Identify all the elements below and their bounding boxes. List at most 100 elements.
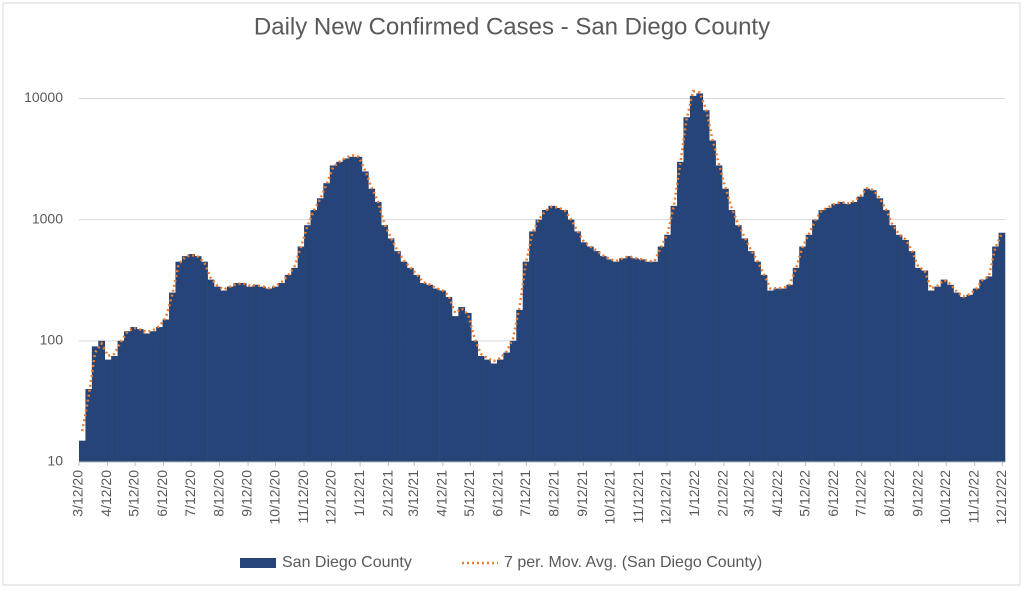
bar	[863, 188, 871, 462]
bar	[644, 261, 652, 462]
bar	[451, 316, 459, 462]
bar	[760, 274, 768, 462]
bar	[207, 279, 215, 462]
bar	[387, 238, 395, 462]
x-tick-label: 9/12/22	[909, 470, 925, 517]
bar	[670, 205, 678, 462]
bar	[934, 286, 941, 462]
bar	[503, 352, 511, 462]
x-tick-label: 8/12/22	[881, 470, 897, 517]
bar	[445, 296, 453, 462]
bar	[259, 286, 266, 462]
bar	[181, 256, 189, 462]
x-tick-label: 11/12/20	[295, 470, 311, 524]
x-tick-label: 6/12/20	[154, 470, 170, 517]
bar	[542, 210, 549, 462]
bar	[85, 389, 93, 462]
x-tick-label: 1/12/22	[686, 470, 702, 517]
bar	[959, 296, 967, 462]
bar	[136, 329, 144, 462]
bar	[876, 198, 884, 462]
x-tick-label: 12/12/20	[322, 470, 338, 525]
bar	[91, 346, 99, 462]
y-tick-label: 10	[47, 453, 63, 469]
x-tick-label: 10/12/22	[937, 470, 953, 525]
bar	[201, 261, 208, 462]
x-tick-label: 5/12/20	[126, 470, 142, 517]
x-tick-label: 6/12/21	[490, 470, 506, 517]
bar	[580, 242, 588, 462]
x-tick-label: 4/12/20	[98, 470, 114, 517]
bar	[554, 207, 562, 462]
bar	[394, 251, 401, 462]
x-tick-label: 8/12/20	[210, 470, 226, 517]
bar	[869, 190, 877, 463]
legend-label: San Diego County	[282, 554, 412, 571]
bar	[143, 333, 151, 462]
bar	[715, 165, 723, 462]
bar	[799, 246, 806, 462]
bar	[239, 283, 247, 462]
bar	[574, 231, 581, 462]
bar	[567, 219, 575, 462]
bar	[413, 274, 421, 462]
bar	[940, 279, 948, 462]
x-tick-label: 9/12/21	[574, 470, 590, 517]
bar	[400, 261, 408, 462]
bar	[773, 288, 781, 462]
bar	[175, 261, 183, 462]
x-tick-label: 12/12/21	[658, 470, 674, 525]
bar	[561, 210, 569, 462]
bar	[992, 246, 999, 462]
bar	[921, 270, 929, 462]
bar	[677, 161, 684, 463]
bar	[722, 188, 729, 462]
bar	[998, 232, 1006, 462]
bar	[664, 234, 671, 462]
bar	[548, 205, 556, 462]
bar	[683, 117, 691, 462]
bar	[599, 256, 607, 462]
bar	[908, 251, 916, 462]
bar	[767, 290, 774, 462]
bar	[619, 258, 626, 462]
bar	[426, 284, 433, 462]
x-tick-label: 6/12/22	[825, 470, 841, 517]
x-tick-label: 5/12/22	[796, 470, 812, 517]
x-tick-label: 12/12/22	[993, 470, 1009, 525]
bar	[104, 359, 112, 462]
bar	[439, 290, 446, 462]
bar	[336, 161, 343, 463]
bar	[297, 246, 305, 462]
bar	[696, 93, 704, 463]
bar	[130, 327, 138, 462]
x-tick-label: 10/12/20	[266, 470, 282, 525]
bar	[979, 279, 987, 462]
bar	[149, 331, 157, 462]
bar	[651, 261, 659, 462]
y-tick-label: 100	[40, 332, 64, 348]
bar	[747, 251, 755, 462]
bar	[734, 225, 742, 462]
legend-label: 7 per. Mov. Avg. (San Diego County)	[504, 554, 762, 571]
bar	[233, 283, 241, 462]
x-tick-label: 8/12/21	[546, 470, 562, 517]
bar	[966, 294, 974, 462]
x-tick-label: 4/12/21	[433, 470, 449, 517]
bar	[947, 284, 954, 462]
bar	[406, 267, 414, 462]
chart-title: Daily New Confirmed Cases - San Diego Co…	[254, 13, 770, 40]
bar	[284, 274, 292, 462]
bar	[342, 158, 350, 463]
bar	[271, 286, 279, 462]
bar	[432, 288, 440, 462]
x-tick-label: 7/12/21	[517, 470, 533, 517]
bar	[953, 292, 961, 462]
bar	[779, 288, 787, 462]
x-tick-label: 7/12/20	[182, 470, 198, 517]
bar	[310, 210, 318, 462]
bar	[464, 312, 472, 462]
bar	[458, 307, 466, 462]
bar	[329, 165, 337, 462]
